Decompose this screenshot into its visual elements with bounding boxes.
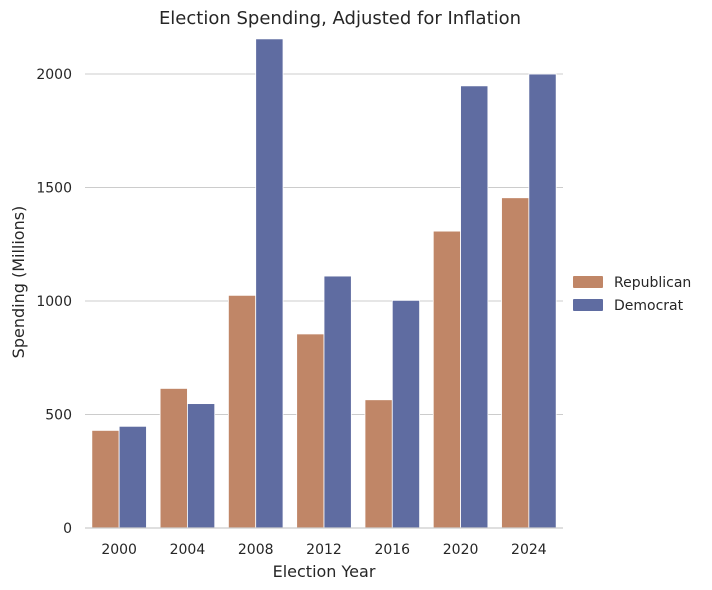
bar-republican-2004 — [159, 388, 188, 529]
y-axis-label: Spending (Millions) — [9, 206, 28, 359]
x-tick-label: 2008 — [238, 542, 274, 558]
y-tick-label: 1500 — [36, 181, 72, 197]
bar-republican-2016 — [364, 399, 393, 529]
x-axis-label: Election Year — [273, 562, 376, 581]
bars — [91, 38, 557, 529]
y-tick-labels: 0 500 1000 1500 2000 — [36, 67, 72, 537]
x-tick-label: 2016 — [374, 542, 410, 558]
bar-democrat-2012 — [323, 275, 352, 529]
legend-swatch-republican — [573, 276, 603, 288]
bar-republican-2024 — [501, 197, 530, 529]
bar-republican-2012 — [296, 333, 325, 529]
bar-democrat-2024 — [528, 73, 557, 529]
x-tick-label: 2012 — [306, 542, 342, 558]
x-tick-label: 2004 — [170, 542, 206, 558]
legend: Republican Democrat — [573, 275, 691, 314]
y-tick-label: 2000 — [36, 67, 72, 83]
bar-republican-2000 — [91, 429, 120, 529]
y-tick-label: 500 — [45, 408, 72, 424]
x-tick-label: 2024 — [511, 542, 547, 558]
bar-democrat-2004 — [187, 403, 216, 529]
bar-democrat-2016 — [391, 299, 420, 529]
bar-democrat-2020 — [460, 85, 489, 529]
bar-republican-2020 — [432, 230, 461, 529]
bar-democrat-2008 — [255, 38, 284, 529]
legend-swatch-democrat — [573, 299, 603, 311]
x-tick-label: 2000 — [101, 542, 137, 558]
y-tick-label: 0 — [63, 521, 72, 537]
bar-republican-2008 — [227, 294, 257, 529]
legend-label-democrat: Democrat — [614, 298, 684, 314]
legend-label-republican: Republican — [614, 275, 691, 291]
bar-democrat-2000 — [118, 425, 147, 529]
x-tick-label: 2020 — [443, 542, 479, 558]
x-tick-labels: 2000 2004 2008 2012 2016 2020 2024 — [101, 542, 546, 558]
y-tick-label: 1000 — [36, 294, 72, 310]
chart-title: Election Spending, Adjusted for Inflatio… — [159, 8, 521, 29]
